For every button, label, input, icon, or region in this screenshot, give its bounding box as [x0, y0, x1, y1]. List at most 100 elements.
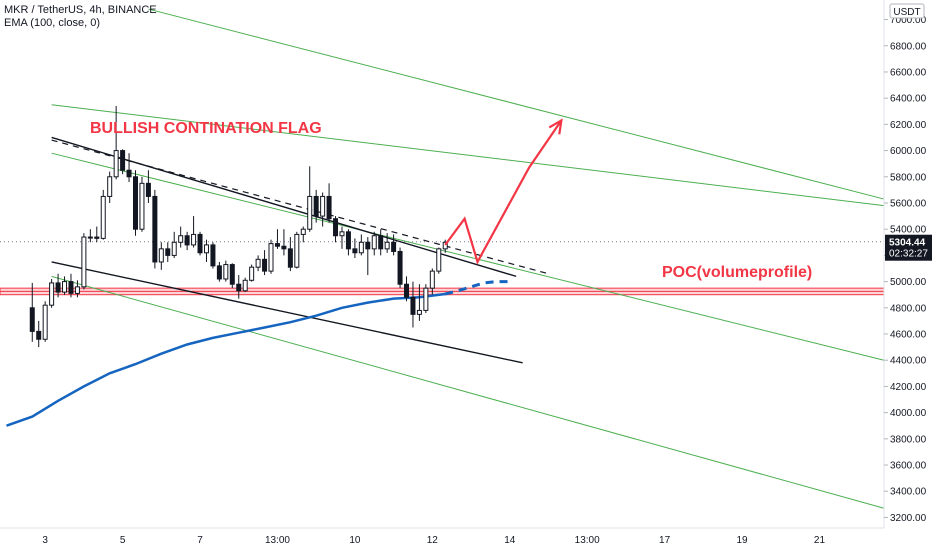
candle-body [352, 248, 358, 254]
candle-body [145, 182, 151, 197]
candle [262, 250, 268, 276]
candle [429, 268, 435, 295]
candle-body [178, 235, 184, 243]
candle-body [378, 235, 384, 250]
candle [255, 255, 261, 272]
candle-body [339, 231, 345, 237]
candle-body [165, 248, 171, 256]
price-tick-label: 4000.00 [890, 408, 927, 419]
candle [49, 278, 55, 308]
candle [178, 226, 184, 248]
candle-body [203, 244, 209, 254]
price-tick-label: 5400.00 [890, 225, 927, 236]
currency-badge: USDT [889, 3, 925, 19]
candle-body [345, 231, 351, 250]
candle-body [320, 195, 326, 217]
candle-body [326, 195, 332, 220]
candle-body [191, 233, 197, 246]
time-tick-label: 12 [427, 535, 439, 546]
channel-line-3 [51, 275, 885, 509]
candle [74, 280, 80, 298]
candle-body [139, 182, 145, 230]
candle-body [358, 241, 364, 254]
candle [171, 231, 177, 259]
candle-body [113, 150, 119, 178]
candle-body [62, 281, 68, 293]
flag-lower-line [51, 261, 523, 364]
candle-body [281, 245, 287, 250]
flag-title-annotation: BULLISH CONTINATION FLAG [90, 120, 322, 137]
ema-indicator-label[interactable]: EMA (100, close, 0) [4, 17, 100, 29]
candle-body [365, 241, 371, 250]
candle-body [294, 233, 300, 268]
candle [442, 239, 448, 253]
candle [223, 260, 229, 282]
price-tick-label: 7000.00 [890, 15, 927, 26]
candle [371, 231, 377, 256]
candle [268, 239, 274, 274]
candle [36, 320, 42, 348]
candle [81, 233, 87, 290]
time-tick-label: 5 [120, 535, 126, 546]
candle [126, 153, 132, 183]
candle [165, 242, 171, 262]
price-tick-label: 6200.00 [890, 120, 927, 131]
candle [300, 226, 306, 243]
price-tick-label: 3800.00 [890, 434, 927, 445]
candle-body [442, 241, 448, 250]
candle [423, 284, 429, 314]
price-tick-label: 6800.00 [890, 41, 927, 52]
candle [236, 275, 242, 299]
candle-body [384, 241, 390, 250]
candle-body [81, 236, 87, 288]
candle-body [216, 265, 222, 280]
candle-body [391, 241, 397, 252]
candle-body [436, 248, 442, 272]
candle-body [274, 243, 280, 247]
price-tick-label: 6400.00 [890, 94, 927, 105]
candle [410, 281, 416, 328]
price-tick-label: 6000.00 [890, 146, 927, 157]
candle-body [100, 195, 106, 239]
candle-body [133, 176, 139, 230]
candle [416, 284, 422, 321]
candle-body [152, 195, 158, 263]
candle-body [307, 195, 313, 230]
price-tick-label: 4200.00 [890, 382, 927, 393]
time-tick-label: 14 [504, 535, 516, 546]
candle-body [404, 283, 410, 298]
candle-body [197, 233, 203, 254]
price-tick-label: 4800.00 [890, 303, 927, 314]
candle-body [87, 236, 93, 239]
candle [384, 233, 390, 253]
bar-countdown: 02:32:27 [889, 249, 928, 260]
candle [307, 166, 313, 232]
candle [139, 176, 145, 232]
candle [210, 242, 216, 269]
time-tick-label: 21 [814, 535, 826, 546]
candle [42, 301, 48, 342]
candle [378, 229, 384, 256]
candle [242, 277, 248, 293]
candle-body [120, 150, 126, 171]
candle [281, 229, 287, 256]
price-tick-label: 4400.00 [890, 356, 927, 367]
candle [345, 229, 351, 256]
candle-body [94, 236, 100, 239]
candle [145, 170, 151, 203]
time-tick-label: 13:00 [575, 535, 600, 546]
candle [339, 226, 345, 249]
candle [320, 192, 326, 227]
candle [113, 106, 119, 180]
candle-body [397, 250, 403, 285]
ema-projection-line [444, 280, 510, 296]
currency-badge-box [889, 3, 925, 19]
ema-line [6, 292, 446, 427]
candle-body [184, 235, 190, 246]
candle [333, 216, 339, 243]
candle [397, 247, 403, 289]
symbol-title[interactable]: MKR / TetherUS, 4h, BINANCE [4, 4, 157, 16]
candle [94, 226, 100, 243]
